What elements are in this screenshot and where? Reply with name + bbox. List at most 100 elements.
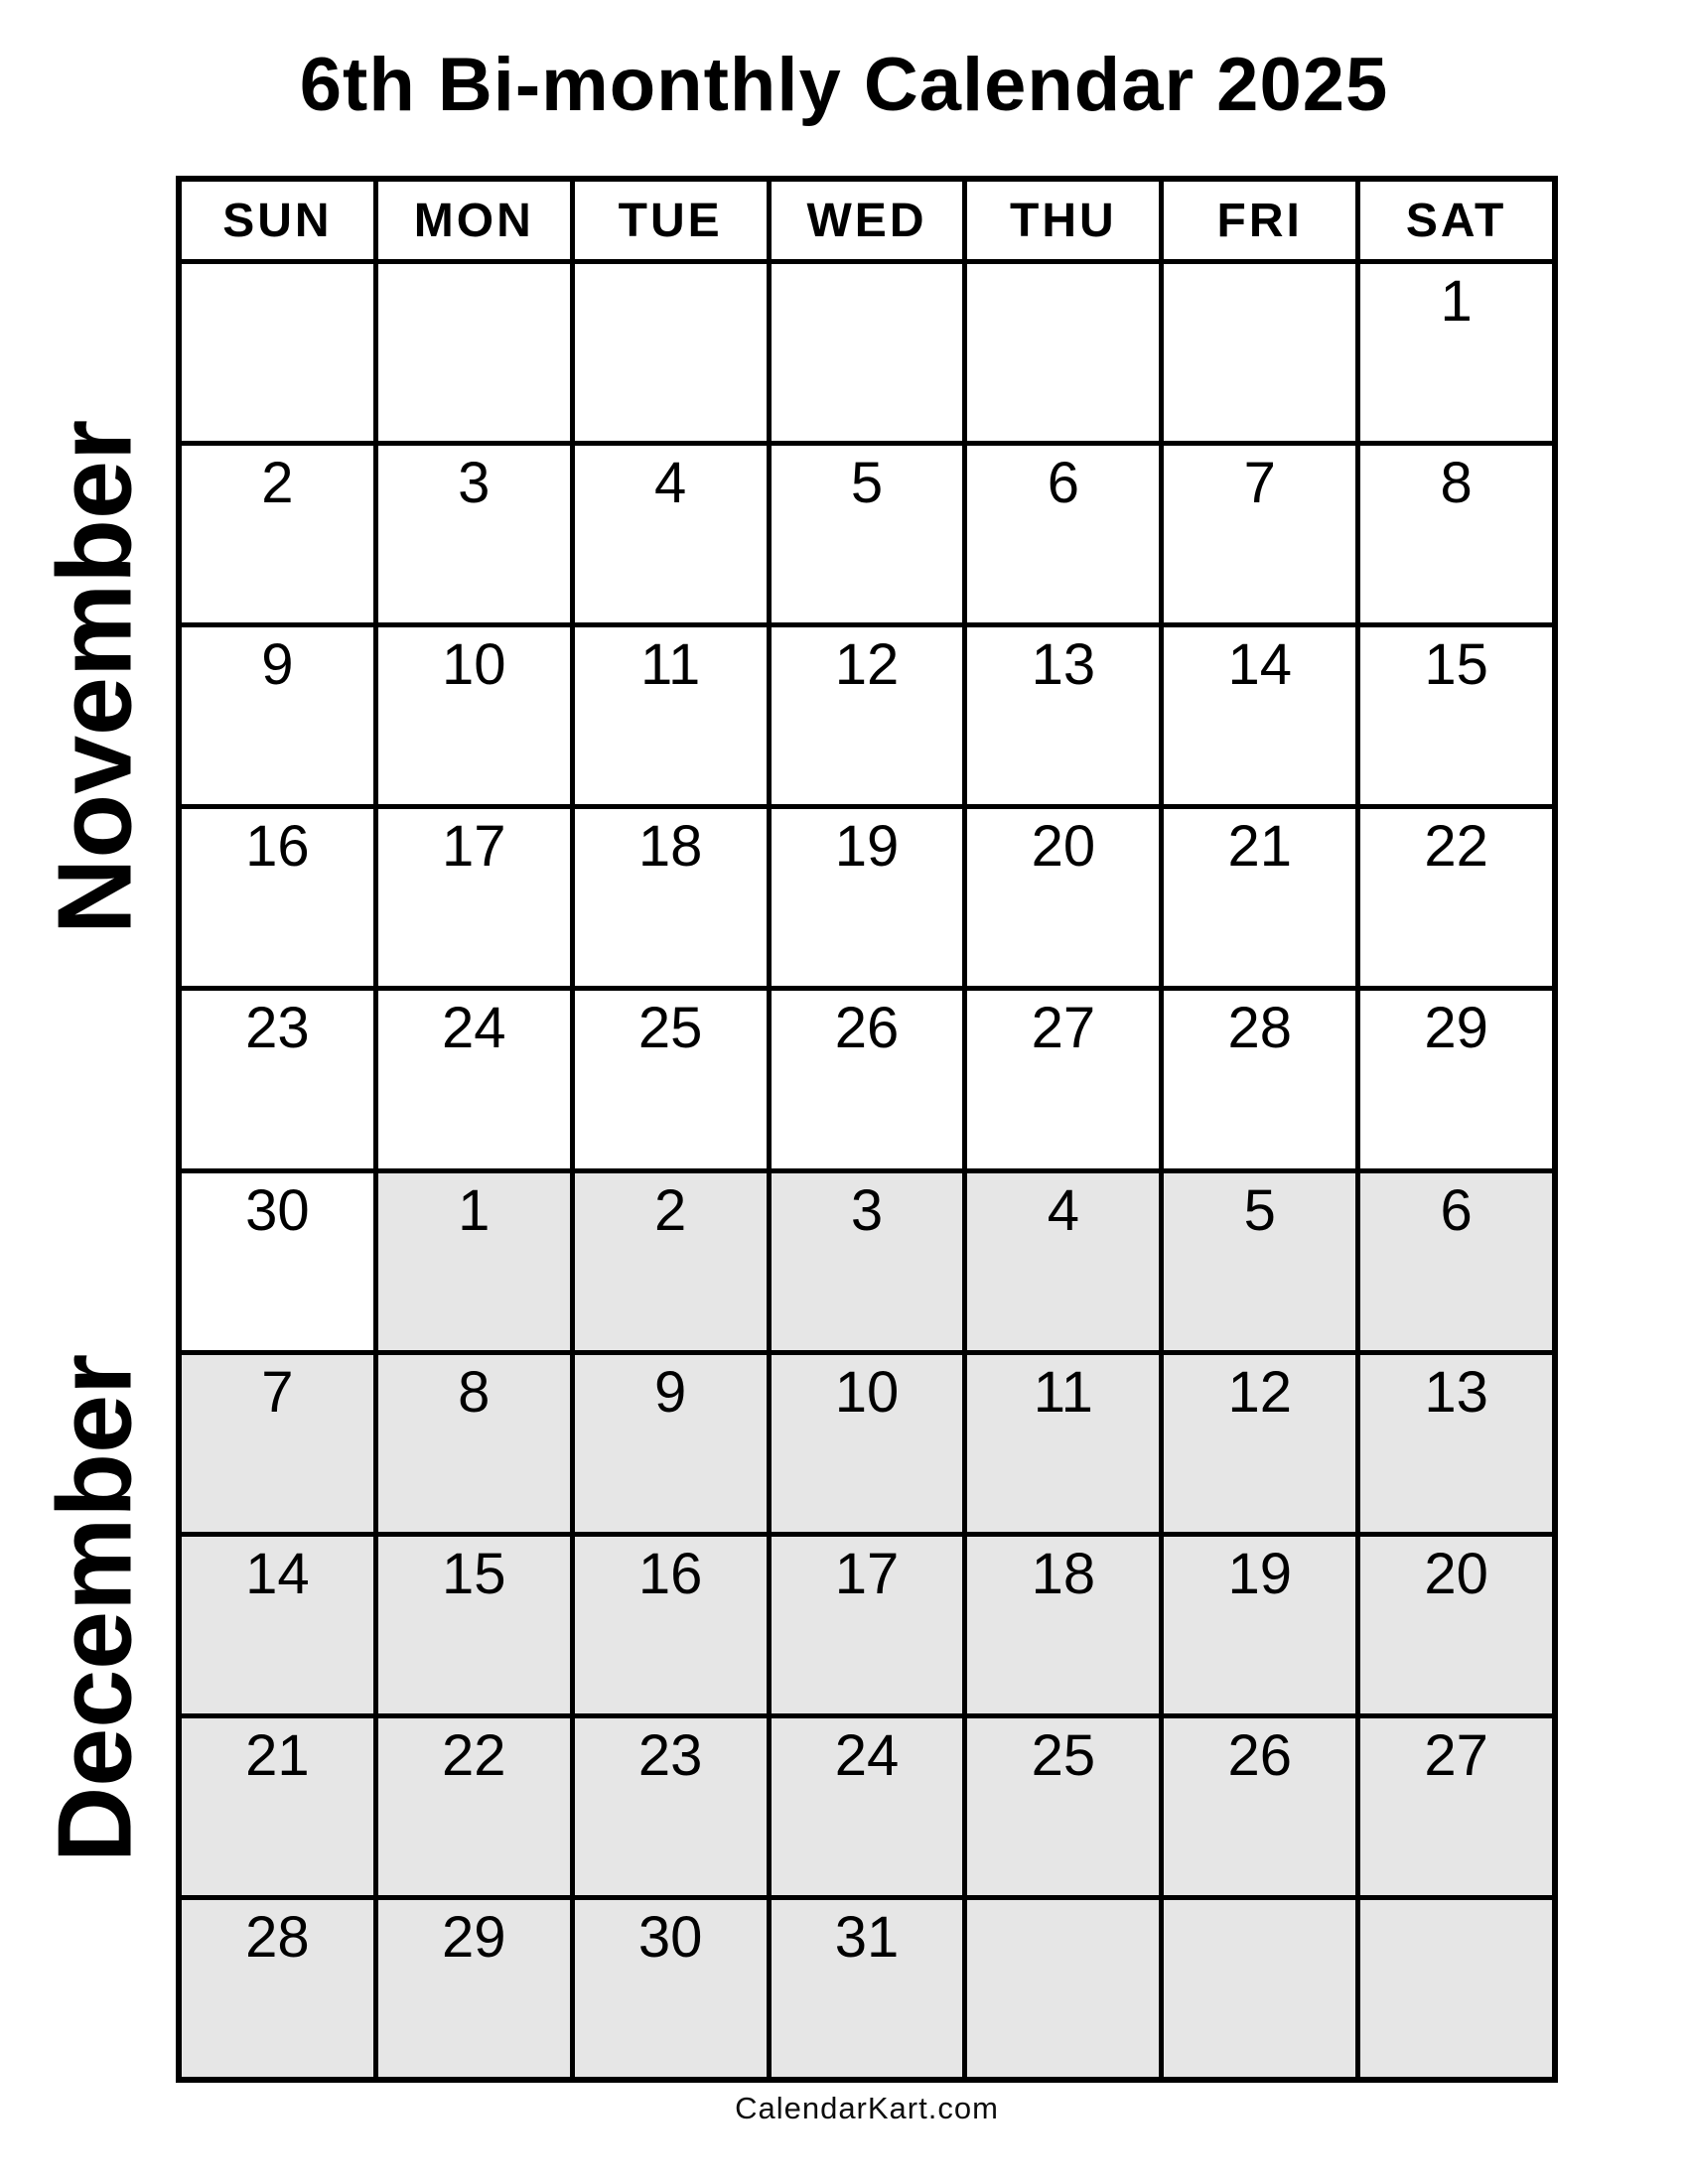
day-number: 16 — [637, 1541, 703, 1606]
day-number: 18 — [1031, 1541, 1096, 1606]
day-number: 6 — [1440, 1177, 1473, 1243]
calendar-cell-december-27: 27 — [1360, 1717, 1552, 1895]
day-number: 15 — [442, 1541, 506, 1606]
calendar-cell-december-25: 25 — [967, 1717, 1160, 1895]
calendar-cell-december-4: 4 — [967, 1172, 1160, 1350]
calendar-cell-november-18: 18 — [574, 809, 767, 987]
calendar-cell-empty — [967, 1899, 1160, 2077]
day-number: 13 — [1031, 632, 1096, 698]
calendar-cell-empty — [771, 264, 963, 442]
weekday-header-sat: SAT — [1360, 182, 1552, 259]
day-number: 20 — [1031, 814, 1096, 880]
calendar-cell-november-4: 4 — [574, 446, 767, 623]
calendar-cell-november-30: 30 — [182, 1172, 373, 1350]
day-number: 3 — [458, 451, 491, 516]
calendar-cell-december-10: 10 — [771, 1354, 963, 1532]
day-number: 10 — [834, 1359, 900, 1425]
calendar-cell-november-29: 29 — [1360, 991, 1552, 1168]
calendar-cell-december-24: 24 — [771, 1717, 963, 1895]
calendar-cell-december-14: 14 — [182, 1536, 373, 1713]
day-number: 29 — [1424, 996, 1488, 1061]
day-number: 5 — [1243, 1177, 1276, 1243]
calendar-cell-december-3: 3 — [771, 1172, 963, 1350]
calendar-cell-december-2: 2 — [574, 1172, 767, 1350]
day-number: 9 — [261, 632, 294, 698]
calendar-cell-december-26: 26 — [1164, 1717, 1356, 1895]
calendar-cell-november-14: 14 — [1164, 627, 1356, 805]
calendar-cell-november-13: 13 — [967, 627, 1160, 805]
day-number: 18 — [637, 814, 703, 880]
calendar-cell-december-22: 22 — [377, 1717, 570, 1895]
day-number: 6 — [1047, 451, 1079, 516]
day-number: 22 — [442, 1722, 506, 1788]
calendar-cell-december-17: 17 — [771, 1536, 963, 1713]
day-number: 17 — [834, 1541, 900, 1606]
calendar-cell-november-2: 2 — [182, 446, 373, 623]
calendar-cell-november-10: 10 — [377, 627, 570, 805]
calendar-cell-december-18: 18 — [967, 1536, 1160, 1713]
day-number: 26 — [834, 996, 900, 1061]
day-number: 30 — [637, 1904, 703, 1970]
day-number: 1 — [458, 1177, 491, 1243]
calendar-cell-november-8: 8 — [1360, 446, 1552, 623]
calendar-cell-december-12: 12 — [1164, 1354, 1356, 1532]
day-number: 14 — [245, 1541, 310, 1606]
calendar-cell-november-23: 23 — [182, 991, 373, 1168]
calendar-cell-empty — [182, 264, 373, 442]
day-number: 29 — [442, 1904, 506, 1970]
day-number: 12 — [1227, 1359, 1292, 1425]
calendar-cell-november-26: 26 — [771, 991, 963, 1168]
calendar-cell-november-22: 22 — [1360, 809, 1552, 987]
calendar-cell-november-27: 27 — [967, 991, 1160, 1168]
calendar-cell-november-15: 15 — [1360, 627, 1552, 805]
day-number: 7 — [261, 1359, 294, 1425]
calendar-cell-december-29: 29 — [377, 1899, 570, 2077]
day-number: 30 — [245, 1177, 310, 1243]
calendar-cell-december-30: 30 — [574, 1899, 767, 2077]
calendar-cell-december-19: 19 — [1164, 1536, 1356, 1713]
day-number: 2 — [261, 451, 294, 516]
weekday-header-tue: TUE — [574, 182, 767, 259]
calendar-cell-empty — [967, 264, 1160, 442]
day-number: 19 — [1227, 1541, 1292, 1606]
day-number: 11 — [640, 632, 701, 698]
calendar-cell-december-9: 9 — [574, 1354, 767, 1532]
calendar-cell-november-9: 9 — [182, 627, 373, 805]
day-number: 13 — [1424, 1359, 1488, 1425]
day-number: 16 — [245, 814, 310, 880]
day-number: 19 — [834, 814, 900, 880]
calendar-cell-december-16: 16 — [574, 1536, 767, 1713]
day-number: 28 — [245, 1904, 310, 1970]
calendar-cell-empty — [377, 264, 570, 442]
calendar-cell-november-24: 24 — [377, 991, 570, 1168]
calendar-cell-december-23: 23 — [574, 1717, 767, 1895]
calendar-cell-empty — [574, 264, 767, 442]
day-number: 23 — [637, 1722, 703, 1788]
calendar-cell-december-1: 1 — [377, 1172, 570, 1350]
calendar-cell-november-21: 21 — [1164, 809, 1356, 987]
weekday-header-thu: THU — [967, 182, 1160, 259]
day-number: 24 — [834, 1722, 900, 1788]
day-number: 8 — [458, 1359, 491, 1425]
calendar-cell-november-11: 11 — [574, 627, 767, 805]
calendar-cell-november-16: 16 — [182, 809, 373, 987]
calendar-cell-november-6: 6 — [967, 446, 1160, 623]
day-number: 17 — [442, 814, 506, 880]
day-number: 12 — [834, 632, 900, 698]
calendar-cell-november-20: 20 — [967, 809, 1160, 987]
day-number: 5 — [850, 451, 884, 516]
calendar-cell-empty — [1164, 264, 1356, 442]
day-number: 27 — [1031, 996, 1096, 1061]
day-number: 2 — [654, 1177, 687, 1243]
day-number: 28 — [1227, 996, 1292, 1061]
weekday-header-mon: MON — [377, 182, 570, 259]
day-number: 10 — [442, 632, 506, 698]
calendar-cell-empty — [1360, 1899, 1552, 2077]
calendar-cell-november-5: 5 — [771, 446, 963, 623]
weekday-header-wed: WED — [771, 182, 963, 259]
day-number: 23 — [245, 996, 310, 1061]
calendar-cell-december-20: 20 — [1360, 1536, 1552, 1713]
calendar-cell-november-7: 7 — [1164, 446, 1356, 623]
day-number: 11 — [1033, 1359, 1093, 1425]
